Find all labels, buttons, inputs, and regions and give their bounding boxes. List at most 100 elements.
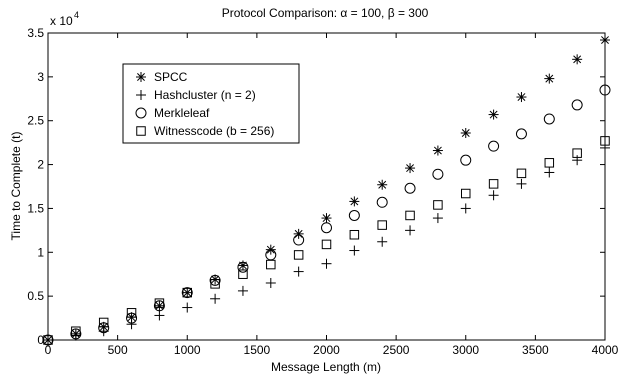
point-asterisk — [432, 145, 443, 156]
point-asterisk — [405, 163, 416, 174]
legend-label: Hashcluster (n = 2) — [154, 88, 256, 102]
point-square — [98, 317, 109, 328]
point-square — [266, 259, 276, 270]
point-plus — [126, 319, 137, 330]
point-square — [488, 179, 499, 189]
point-square — [572, 148, 582, 158]
point-circle — [404, 182, 416, 194]
legend-items: SPCC Hashcluster (n = 2) Merkleleaf Witness… — [135, 70, 274, 138]
y-axis-label: Time to Complete (t) — [9, 132, 23, 241]
point-circle — [348, 209, 360, 221]
point-circle — [460, 154, 472, 166]
x-tick-label: 3000 — [452, 343, 479, 357]
legend-label: SPCC — [154, 70, 188, 84]
point-circle — [153, 300, 165, 312]
point-square — [544, 158, 555, 168]
data-marks — [42, 35, 611, 346]
point-asterisk — [488, 109, 499, 120]
point-plus — [488, 190, 499, 201]
point-circle — [376, 196, 388, 208]
x-tick-label: 1000 — [174, 343, 201, 357]
x-tick-label: 2500 — [383, 343, 410, 357]
point-plus — [377, 236, 388, 247]
point-asterisk — [321, 213, 332, 224]
point-asterisk — [544, 73, 555, 84]
point-plus — [432, 213, 443, 224]
point-square — [516, 168, 527, 179]
y-tick-label: 3.5 — [27, 26, 44, 40]
point-circle — [98, 322, 110, 334]
point-circle — [209, 274, 221, 286]
y-tick-label: 2.5 — [27, 114, 44, 128]
point-square — [43, 335, 53, 345]
point-plus — [572, 155, 583, 166]
point-square — [126, 308, 137, 318]
x-tick-label: 0 — [45, 343, 52, 357]
point-asterisk — [377, 179, 388, 190]
point-asterisk — [460, 127, 471, 138]
series-circle — [42, 84, 611, 346]
point-circle — [126, 312, 138, 324]
point-plus — [182, 302, 193, 313]
legend-label: Merkleleaf — [154, 106, 210, 120]
point-circle — [293, 234, 305, 246]
legend-marker-asterisk — [136, 72, 146, 82]
legend-marker-square — [136, 126, 146, 136]
y-tick-label: 1 — [37, 245, 44, 259]
point-square — [405, 210, 415, 221]
point-square — [433, 200, 443, 210]
y-tick-label: 1.5 — [27, 201, 44, 215]
point-plus — [405, 225, 416, 236]
point-circle — [181, 287, 193, 299]
point-plus — [516, 178, 527, 189]
point-square — [293, 250, 304, 260]
chart-title: Protocol Comparison: α = 100, β = 300 — [222, 6, 429, 20]
point-square — [377, 220, 387, 230]
point-asterisk — [154, 300, 165, 311]
point-circle — [515, 128, 527, 140]
y-axis: 0 0.5 1 1.5 2 2.5 3 3.5 — [27, 26, 605, 347]
legend-box — [122, 63, 300, 144]
point-square — [600, 136, 610, 146]
point-circle — [70, 328, 82, 340]
point-square — [154, 298, 165, 308]
point-circle — [543, 113, 555, 125]
point-circle — [321, 222, 332, 234]
legend-marker-plus — [136, 90, 146, 100]
y-tick-label: 2 — [37, 158, 44, 172]
point-plus — [293, 266, 304, 277]
point-circle — [571, 99, 583, 111]
x-tick-label: 2000 — [313, 343, 340, 357]
x-tick-label: 3500 — [522, 343, 549, 357]
y-tick-label: 3 — [37, 70, 44, 84]
point-plus — [600, 142, 610, 153]
point-plus — [349, 245, 360, 256]
point-plus — [154, 310, 165, 321]
point-plus — [544, 167, 555, 178]
point-circle — [42, 334, 54, 346]
point-asterisk — [293, 228, 304, 239]
point-circle — [432, 168, 444, 180]
y-tick-label: 0 — [37, 333, 44, 347]
point-plus — [265, 277, 276, 288]
point-asterisk — [516, 92, 527, 103]
y-tick-label: 0.5 — [27, 289, 44, 303]
point-square — [210, 279, 220, 289]
point-square — [238, 269, 248, 279]
y-multiplier-exponent: 4 — [74, 10, 79, 20]
point-asterisk — [572, 54, 583, 65]
legend-marker-circle — [135, 107, 147, 119]
y-multiplier-label: x 10 — [50, 14, 73, 28]
point-plus — [43, 335, 53, 345]
point-circle — [237, 261, 249, 273]
series-asterisk — [43, 35, 610, 345]
x-tick-label: 4000 — [592, 343, 619, 357]
legend-label: Witnesscode (b = 256) — [154, 124, 274, 138]
point-square — [349, 229, 360, 240]
point-circle — [599, 84, 611, 96]
point-square — [182, 287, 192, 298]
series-square — [43, 136, 610, 345]
legend: SPCC Hashcluster (n = 2) Merkleleaf Witness… — [122, 63, 300, 144]
series-plus — [43, 142, 610, 345]
